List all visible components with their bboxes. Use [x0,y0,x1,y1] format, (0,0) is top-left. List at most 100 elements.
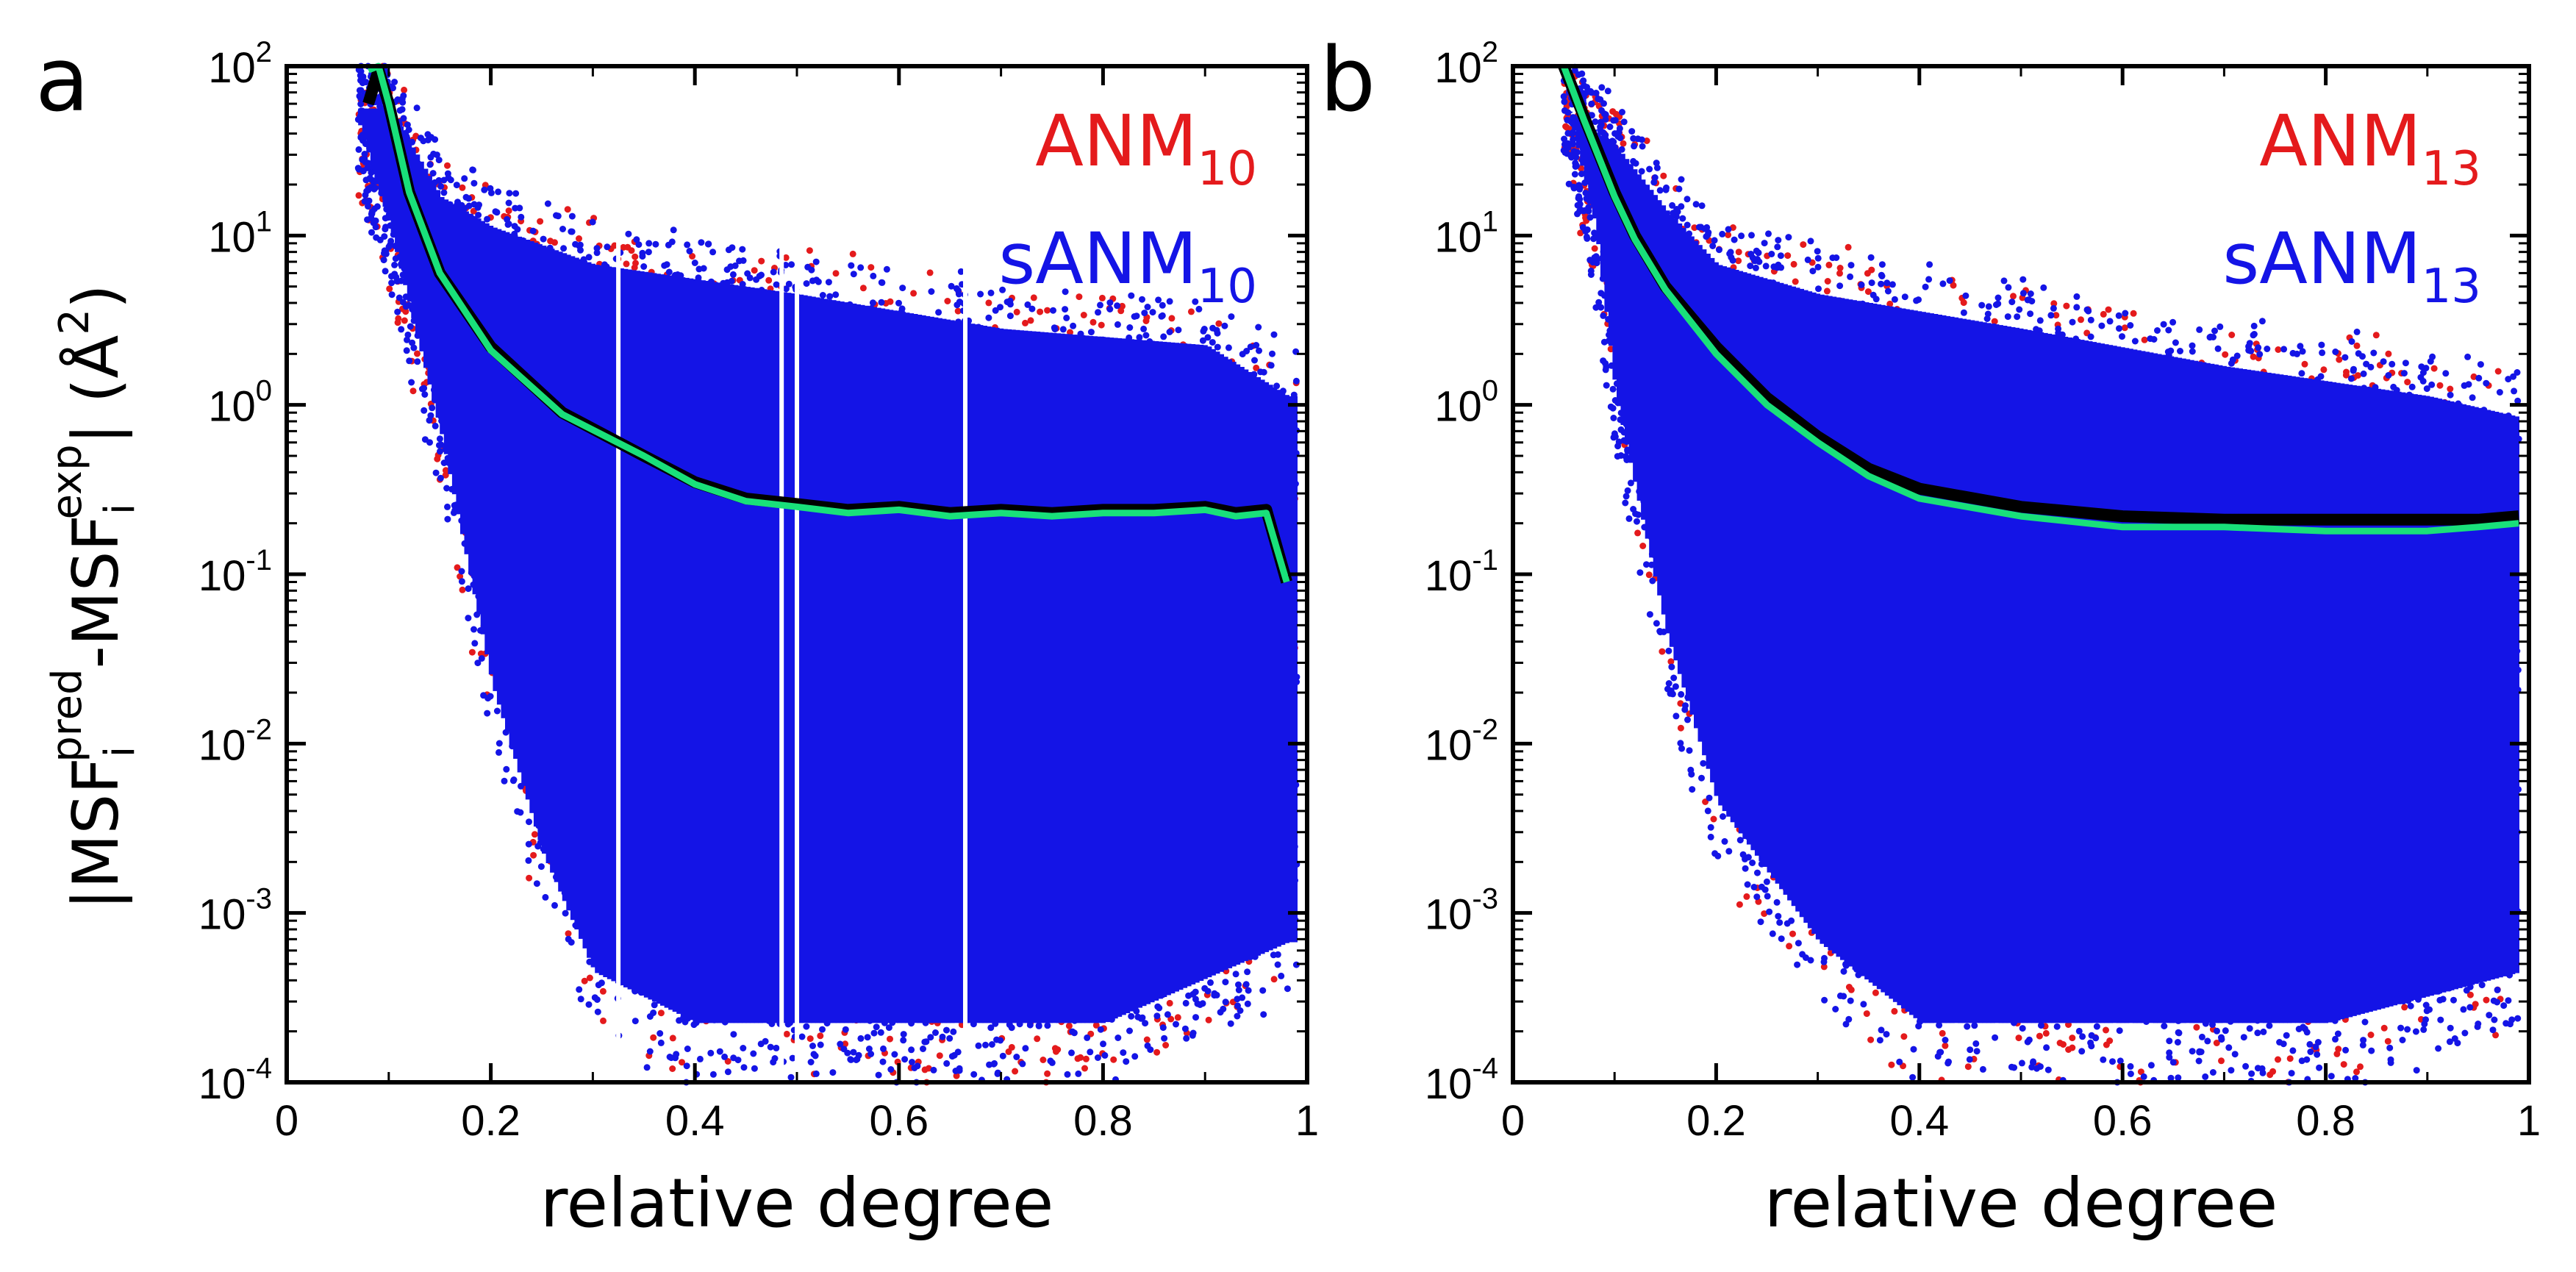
sanm-point-a [864,1034,871,1041]
anm-point-a [1142,318,1150,324]
sanm-point-a [935,309,942,316]
anm-point-a [1013,308,1020,315]
sanm-point-a [365,203,371,210]
anm-point-a [724,1058,731,1065]
sanm-point-a [1183,1035,1190,1042]
anm-point-a [1187,308,1195,315]
anm-point-a [867,264,875,271]
anm-point-a [1005,1048,1012,1055]
sanm-point-a [1200,327,1207,335]
anm-point-a [669,1035,676,1042]
anm-point-a [1081,1065,1088,1072]
sanm-point-a [420,137,427,145]
sanm-point-a [481,186,488,193]
sanm-point-a [593,249,601,257]
sanm-point-a [757,1040,765,1048]
sanm-point-a [686,248,693,254]
sanm-point-a [997,1037,1004,1044]
sanm-point-a [388,291,396,299]
sanm-point-a [1159,312,1166,319]
anm-point-a [444,162,451,169]
sanm-point-a [576,986,583,993]
sanm-point-a [1192,988,1199,996]
anm-point-a [1076,293,1083,301]
sanm-point-a [1106,306,1114,312]
sanm-point-a [437,448,443,455]
sanm-point-a [932,1029,939,1036]
sanm-point-a [771,1055,779,1062]
sanm-point-a [506,190,513,197]
anm-point-a [1092,1021,1100,1029]
sanm-point-a [721,1053,729,1060]
anm-point-a [689,253,696,260]
sanm-point-a [1244,1000,1251,1007]
sanm-point-a [901,1056,909,1063]
sanm-point-a [900,1037,907,1044]
anm-point-a [355,192,362,199]
sanm-point-a [1274,961,1281,968]
sanm-point-a [729,271,737,278]
sanm-point-a [525,857,532,864]
anm-point-a [1110,1056,1117,1063]
sanm-point-a [819,1026,826,1033]
anm-point-a [657,1010,665,1017]
sanm-point-a [887,1066,895,1073]
sanm-point-a [1221,322,1228,329]
anm-point-a [581,977,588,985]
anm-point-a [985,299,992,307]
sanm-point-a [518,213,525,221]
sanm-point-a [663,261,670,268]
sanm-point-a [848,262,855,269]
sanm-point-a [594,1008,601,1015]
sanm-point-a [1267,362,1275,369]
sanm-point-a [880,1045,887,1052]
sanm-point-a [1292,377,1300,385]
anm-point-a [531,831,538,838]
sanm-point-a [1142,332,1150,339]
sanm-point-a [471,626,477,633]
sanm-point-a [928,288,935,295]
anm-point-a [537,218,544,225]
sanm-point-a [1013,1054,1020,1060]
anm-point-a [631,264,638,271]
anm-point-a [887,298,894,305]
anm-point-a [1022,319,1028,326]
sanm-point-a [1182,999,1189,1007]
sanm-point-a [1222,979,1229,986]
sanm-point-a [445,174,452,182]
anm-point-a [1270,976,1278,983]
sanm-point-a [987,289,995,296]
sanm-point-a [1199,337,1206,344]
sanm-point-a [900,1031,907,1038]
sanm-point-a [604,243,611,251]
sanm-point-a [368,169,375,176]
sanm-point-a [1239,994,1246,1001]
sanm-point-a [645,249,652,256]
sanm-point-a [461,175,468,182]
sanm-point-a [368,229,375,236]
sanm-point-a [426,161,434,168]
sanm-point-a [985,314,992,321]
y-axis-label: |MSFipred-MSFiexp| (Å2) [43,284,144,910]
anm-point-a [783,1030,790,1037]
sanm-point-a [656,1030,664,1037]
sanm-point-a [1144,304,1151,310]
sanm-point-a [1228,313,1235,321]
sanm-point-a [429,404,436,412]
sanm-point-a [829,1069,837,1076]
anm-point-a [564,206,571,213]
sanm-point-a [1114,302,1121,310]
sanm-point-a [951,1051,958,1059]
sanm-point-a [911,1065,918,1071]
anm-point-a [1037,308,1044,315]
sanm-point-a [410,344,418,351]
sanm-point-a [1062,306,1069,313]
anm-point-a [926,269,934,276]
anm-point-a [859,285,867,292]
sanm-point-a [770,268,777,276]
anm-point-a [910,290,917,297]
anm-point-a [1119,302,1126,310]
sanm-point-a [1207,979,1214,986]
sanm-point-a [1115,1035,1122,1041]
